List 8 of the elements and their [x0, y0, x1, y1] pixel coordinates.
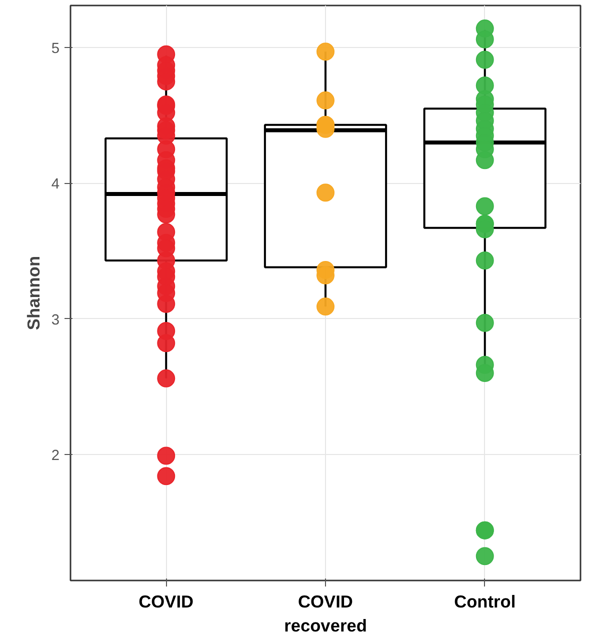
x-tick-label: Control — [454, 592, 516, 612]
x-tick-label: COVID — [138, 592, 194, 612]
y-tick-label: 5 — [51, 41, 60, 58]
y-tick-label: 3 — [51, 312, 60, 328]
y-tick-label: 4 — [51, 176, 60, 193]
y-axis-title: Shannon — [23, 256, 44, 330]
y-tick-label: 2 — [51, 448, 60, 464]
x-tick-label: COVID recovered — [284, 592, 367, 636]
